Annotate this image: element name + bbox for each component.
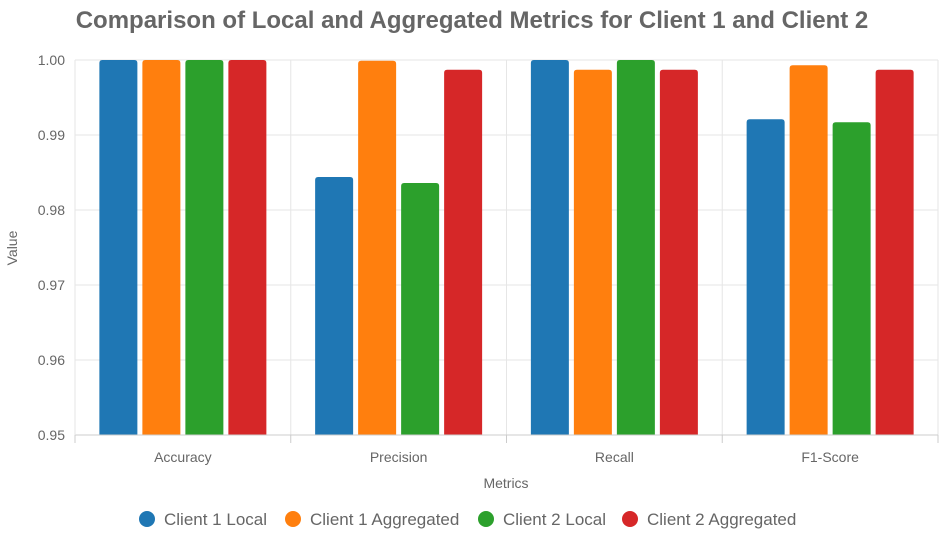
bar-client-1-local-f1-score[interactable] [746, 119, 785, 435]
legend-marker-icon [622, 511, 638, 527]
x-tick-label: Accuracy [154, 449, 212, 465]
bar-client-1-aggregated-f1-score[interactable] [789, 65, 828, 435]
legend-marker-icon [478, 511, 494, 527]
y-tick-label: 0.97 [38, 277, 65, 293]
legend-label: Client 2 Local [503, 510, 606, 529]
legend-item[interactable]: Client 1 Aggregated [285, 510, 459, 529]
legend-item[interactable]: Client 2 Aggregated [622, 510, 796, 529]
legend-label: Client 2 Aggregated [647, 510, 796, 529]
bar-client-2-aggregated-f1-score[interactable] [875, 69, 914, 435]
y-tick-label: 0.99 [38, 127, 65, 143]
bar-client-1-aggregated-accuracy[interactable] [142, 60, 181, 435]
x-axis-title: Metrics [483, 475, 528, 491]
chart-title: Comparison of Local and Aggregated Metri… [76, 7, 869, 34]
legend-marker-icon [139, 511, 155, 527]
legend-marker-icon [285, 511, 301, 527]
y-tick-label: 0.98 [38, 202, 65, 218]
x-tick-label: F1-Score [801, 449, 859, 465]
bar-client-1-aggregated-precision[interactable] [358, 60, 397, 435]
bar-client-2-aggregated-accuracy[interactable] [228, 60, 267, 435]
legend-item[interactable]: Client 2 Local [478, 510, 606, 529]
x-tick-label: Precision [370, 449, 428, 465]
legend-label: Client 1 Aggregated [310, 510, 459, 529]
bars [99, 60, 914, 435]
y-tick-label: 0.95 [38, 427, 65, 443]
legend-label: Client 1 Local [164, 510, 267, 529]
x-axis-ticks: Accuracy Precision Recall F1-Score [154, 449, 859, 465]
bar-client-2-aggregated-precision[interactable] [444, 69, 483, 435]
y-axis-ticks: 0.95 0.96 0.97 0.98 0.99 1.00 [38, 52, 65, 443]
bar-client-1-local-recall[interactable] [530, 60, 569, 435]
y-axis-title: Value [4, 230, 20, 265]
y-tick-label: 0.96 [38, 352, 65, 368]
axes [74, 60, 939, 443]
bar-client-1-local-precision[interactable] [315, 177, 354, 435]
bar-client-2-local-precision[interactable] [401, 183, 440, 435]
x-tick-label: Recall [595, 449, 634, 465]
bar-client-2-local-accuracy[interactable] [185, 60, 224, 435]
bar-client-1-aggregated-recall[interactable] [573, 69, 612, 435]
bar-client-2-local-recall[interactable] [616, 60, 655, 435]
bar-client-1-local-accuracy[interactable] [99, 60, 138, 435]
legend: Client 1 Local Client 1 Aggregated Client … [139, 510, 796, 529]
bar-client-2-local-f1-score[interactable] [832, 122, 871, 435]
y-tick-label: 1.00 [38, 52, 65, 68]
legend-item[interactable]: Client 1 Local [139, 510, 267, 529]
bar-client-2-aggregated-recall[interactable] [659, 69, 698, 435]
